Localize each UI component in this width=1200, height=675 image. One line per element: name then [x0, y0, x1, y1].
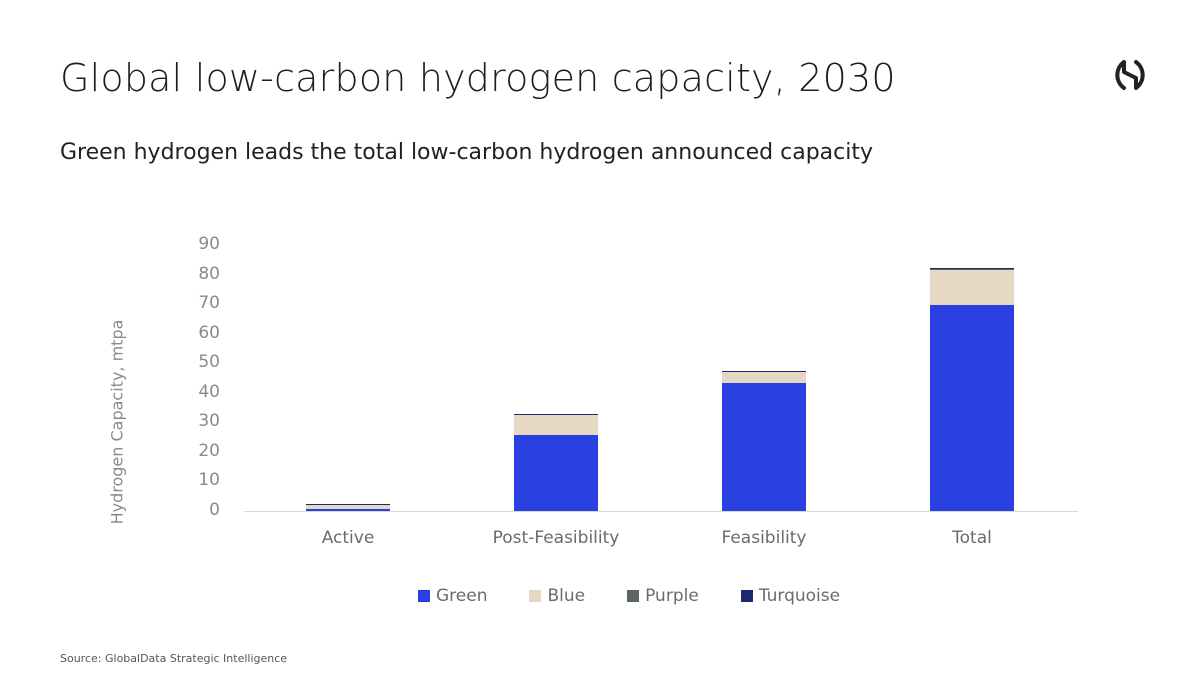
bar-post-feasibility: [514, 413, 598, 511]
y-tick-label: 40: [198, 381, 220, 402]
chart-title: Global low-carbon hydrogen capacity, 203…: [60, 56, 896, 100]
x-tick-label: Post-Feasibility: [492, 528, 620, 548]
legend-item-purple: Purple: [627, 586, 699, 606]
chart-subtitle: Green hydrogen leads the total low-carbo…: [60, 140, 874, 165]
x-tick-label: Total: [952, 528, 992, 548]
bar-segment-turquoise: [306, 503, 390, 505]
x-tick-label: Feasibility: [721, 528, 807, 548]
bar-segment-green: [722, 383, 806, 511]
y-tick-label: 10: [198, 470, 220, 491]
y-tick-label: 20: [198, 440, 220, 461]
y-axis-label: Hydrogen Capacity, mtpa: [107, 319, 127, 525]
y-tick-label: 50: [198, 352, 220, 373]
bar-segment-green: [930, 304, 1014, 511]
bar-active: [306, 503, 390, 511]
chart-legend: Green Blue Purple Turquoise: [418, 586, 882, 606]
legend-label: Purple: [645, 586, 699, 606]
bar-segment-blue: [722, 372, 806, 384]
bar-segment-turquoise: [514, 413, 598, 415]
source-note: Source: GlobalData Strategic Intelligenc…: [60, 652, 288, 665]
y-tick-label: 0: [209, 500, 220, 520]
y-tick-label: 60: [198, 322, 220, 343]
legend-item-green: Green: [418, 586, 487, 606]
globaldata-logo-icon: [1115, 60, 1145, 90]
bar-total: [930, 267, 1014, 511]
y-tick-label: 70: [198, 293, 220, 314]
legend-item-turquoise: Turquoise: [740, 586, 841, 606]
bar-segment-turquoise: [722, 370, 806, 372]
bar-segment-green: [306, 509, 390, 511]
bar-segment-blue: [930, 269, 1014, 305]
x-tick-label: Active: [321, 528, 375, 548]
legend-item-blue: Blue: [529, 586, 585, 606]
bar-segment-blue: [306, 504, 390, 510]
x-axis-baseline: [244, 511, 1078, 512]
bar-segment-blue: [514, 414, 598, 436]
legend-label: Turquoise: [758, 586, 841, 606]
bar-feasibility: [722, 370, 806, 511]
y-tick-label: 90: [198, 234, 220, 254]
legend-label: Green: [436, 586, 488, 606]
legend-swatch: [740, 590, 753, 602]
bar-segment-green: [514, 435, 598, 511]
legend-swatch: [418, 590, 430, 602]
y-tick-label: 30: [198, 411, 220, 432]
legend-swatch: [627, 590, 640, 602]
legend-swatch: [529, 590, 542, 602]
bar-segment-turquoise: [930, 267, 1014, 270]
y-tick-label: 80: [198, 263, 220, 284]
legend-label: Blue: [547, 586, 586, 606]
